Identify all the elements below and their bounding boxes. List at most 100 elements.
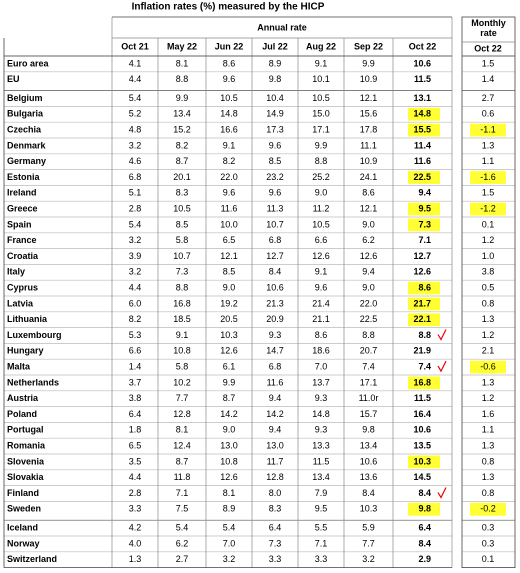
cell-value: 10.8 [220, 456, 238, 466]
cell-value: 20.5 [220, 314, 238, 324]
cell-value: 8.1 [223, 488, 236, 498]
cell-value: 6.8 [269, 361, 282, 371]
monthly-value: -1.1 [480, 124, 496, 134]
country: Latvia [7, 298, 34, 308]
cell-value: 7.3 [269, 538, 282, 548]
cell-value: 8.7 [176, 456, 189, 466]
cell-value: 9.0 [315, 188, 328, 198]
cell-value: 2.9 [418, 554, 431, 564]
cell-value: 9.4 [418, 188, 431, 198]
cell-value: 8.6 [315, 330, 328, 340]
cell-value: 7.3 [418, 219, 431, 229]
highlight [470, 171, 506, 184]
cell-value: 9.8 [418, 504, 431, 514]
cell-value: 3.2 [129, 235, 142, 245]
monthly-value: -1.2 [480, 203, 496, 213]
cell-value: 8.4 [269, 267, 282, 277]
country: Germany [7, 156, 46, 166]
country: Cyprus [7, 282, 38, 292]
cell-value: 9.1 [315, 267, 328, 277]
highlight [470, 123, 506, 137]
monthly-value: 0.3 [482, 522, 495, 532]
cell-value: 12.6 [312, 251, 330, 261]
cell-value: 6.6 [315, 235, 328, 245]
cell-value: 9.1 [223, 140, 236, 150]
cell-value: 9.5 [315, 504, 328, 514]
country: Malta [7, 361, 31, 371]
cell-value: 10.7 [266, 219, 284, 229]
cell-value: 4.8 [129, 124, 142, 134]
cell-value: 4.1 [129, 58, 142, 68]
cell-value: 21.3 [266, 298, 284, 308]
monthly-value: 1.1 [482, 425, 495, 435]
cell-value: 8.3 [269, 504, 282, 514]
cell-value: 20.7 [360, 346, 378, 356]
country: Finland [7, 488, 39, 498]
cell-value: 9.6 [315, 282, 328, 292]
cell-value: 12.1 [360, 93, 378, 103]
annual-header: Annual rate [257, 22, 307, 32]
cell-value: 10.9 [360, 74, 378, 84]
cell-value: 3.2 [223, 554, 236, 564]
cell-value: 5.9 [362, 522, 375, 532]
country: Czechia [7, 124, 42, 134]
cell-value: 22.0 [220, 172, 238, 182]
cell-value: 6.2 [176, 538, 189, 548]
monthly-value: 1.4 [482, 74, 495, 84]
cell-value: 13.4 [360, 440, 378, 450]
cell-value: 22.0 [360, 298, 378, 308]
cell-value: 14.9 [266, 109, 284, 119]
cell-value: 6.4 [269, 522, 282, 532]
cell-value: 9.9 [362, 58, 375, 68]
cell-value: 8.6 [418, 282, 431, 292]
cell-value: 11.2 [313, 203, 330, 213]
cell-value: 11.7 [267, 456, 284, 466]
column-header: Oct 22 [409, 41, 437, 51]
column-header: May 22 [167, 41, 197, 51]
cell-value: 7.1 [315, 538, 328, 548]
cell-value: 8.8 [315, 156, 328, 166]
cell-value: 11.1 [360, 140, 377, 150]
cell-value: 10.6 [413, 425, 431, 435]
highlight [408, 218, 440, 232]
title: Inflation rates (%) measured by the HICP [132, 2, 325, 13]
country: France [7, 235, 37, 245]
cell-value: 7.7 [176, 393, 189, 403]
cell-value: 7.4 [362, 361, 375, 371]
cell-value: 8.2 [176, 140, 189, 150]
country: Norway [7, 538, 40, 548]
cell-value: 9.0 [223, 282, 236, 292]
cell-value: 11.4 [414, 140, 431, 150]
cell-value: 10.6 [266, 282, 284, 292]
country: Estonia [7, 172, 41, 182]
country: Iceland [7, 522, 38, 532]
country: Slovakia [7, 472, 45, 482]
monthly-value: 1.0 [482, 251, 495, 261]
monthly-value: 0.6 [482, 109, 495, 119]
cell-value: 7.9 [315, 488, 328, 498]
cell-value: 17.1 [312, 124, 330, 134]
country: Netherlands [7, 377, 59, 387]
cell-value: 1.3 [129, 554, 142, 564]
highlight [408, 313, 440, 327]
cell-value: 10.8 [173, 346, 191, 356]
cell-value: 4.0 [129, 538, 142, 548]
cell-value: 8.6 [362, 188, 375, 198]
monthly-value: 1.3 [482, 377, 495, 387]
cell-value: 10.5 [312, 219, 330, 229]
country: Romania [7, 440, 46, 450]
cell-value: 3.5 [129, 456, 142, 466]
cell-value: 6.8 [129, 172, 142, 182]
cell-value: 11.5 [414, 74, 431, 84]
cell-value: 8.0 [269, 488, 282, 498]
cell-value: 9.6 [269, 188, 282, 198]
cell-value: 3.2 [129, 267, 142, 277]
column-header: Oct 21 [121, 41, 149, 51]
cell-value: 15.6 [360, 109, 378, 119]
cell-value: 9.1 [315, 58, 328, 68]
cell-value: 14.8 [413, 109, 431, 119]
cell-value: 13.4 [173, 109, 191, 119]
cell-value: 7.4 [418, 361, 431, 371]
cell-value: 8.2 [129, 314, 142, 324]
country: Croatia [7, 251, 39, 261]
